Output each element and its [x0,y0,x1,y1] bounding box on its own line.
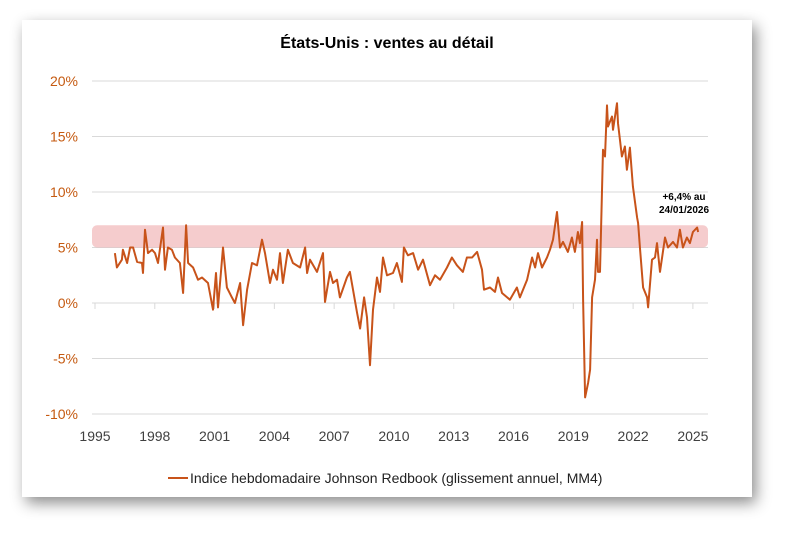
y-tick-label: -10% [45,406,78,422]
x-tick-label: 1995 [79,428,110,444]
x-tick-label: 2004 [259,428,290,444]
y-tick-label: 10% [50,184,78,200]
annotation-line1: +6,4% au [662,192,705,203]
y-tick-label: 20% [50,73,78,89]
x-tick-label: 2007 [319,428,350,444]
series-line-johnson-redbook [113,102,700,399]
legend: Indice hebdomadaire Johnson Redbook (gli… [168,470,602,486]
legend-label: Indice hebdomadaire Johnson Redbook (gli… [190,470,602,486]
x-axis: 1995 1998 2001 2004 2007 2010 2013 2016 2019 2022… [79,303,709,444]
y-tick-label: 0% [58,295,78,311]
x-tick-label: 2001 [199,428,230,444]
x-tick-label: 2010 [378,428,409,444]
x-tick-label: 1998 [139,428,170,444]
annotation-line2: 24/01/2026 [659,205,709,216]
y-tick-label: -5% [53,351,78,367]
y-axis: 20% 15% 10% 5% 0% -5% -10% [45,73,78,422]
x-tick-label: 2025 [677,428,708,444]
x-tick-label: 2019 [558,428,589,444]
y-tick-label: 15% [50,129,78,145]
x-tick-label: 2013 [438,428,469,444]
y-tick-label: 5% [58,240,78,256]
x-tick-label: 2022 [618,428,649,444]
x-tick-label: 2016 [498,428,529,444]
chart-title: États-Unis : ventes au détail [280,33,493,52]
